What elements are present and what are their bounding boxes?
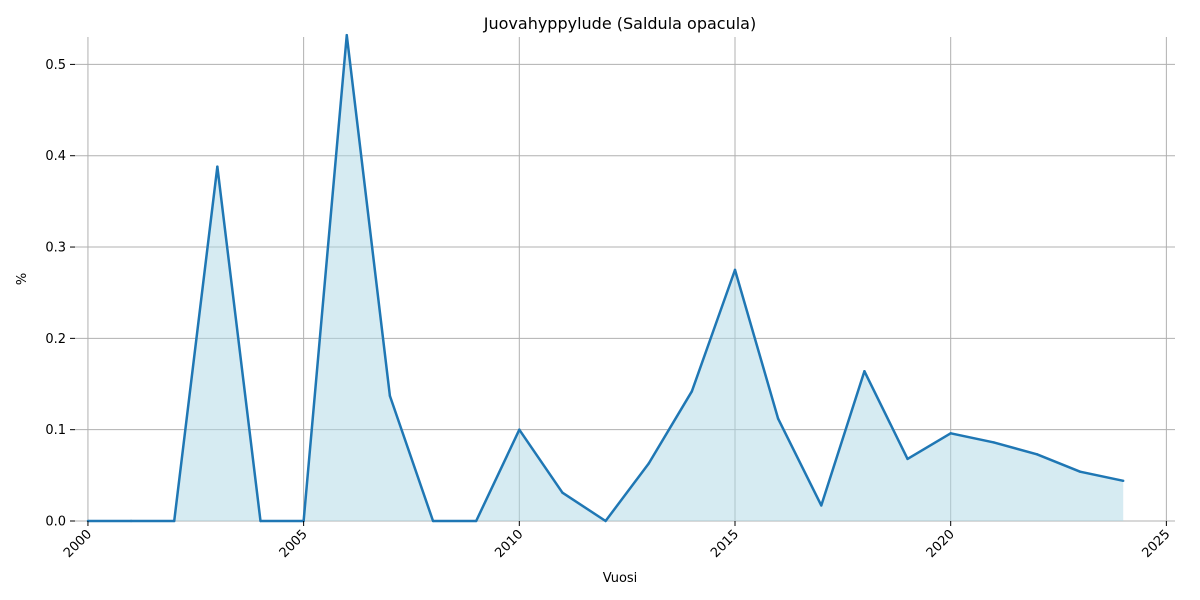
y-tick-label: 0.2 xyxy=(45,332,66,347)
data-point xyxy=(173,519,176,523)
x-tick-label: 2015 xyxy=(708,527,742,561)
y-tick-label: 0.3 xyxy=(45,241,66,256)
data-point xyxy=(1035,453,1039,456)
x-tick-label: 2000 xyxy=(61,527,95,561)
data-point xyxy=(733,268,737,272)
x-tick-label: 2005 xyxy=(277,527,311,561)
y-tick-label: 0.1 xyxy=(45,423,66,438)
x-tick-label: 2020 xyxy=(924,527,958,561)
data-point xyxy=(1122,479,1125,483)
x-axis-label: Vuosi xyxy=(603,571,638,586)
data-point xyxy=(431,519,435,523)
data-point xyxy=(561,491,564,494)
data-point xyxy=(820,504,823,507)
data-point xyxy=(992,441,996,444)
y-tick-label: 0.4 xyxy=(45,149,66,164)
data-point xyxy=(129,519,133,523)
series-area-fill xyxy=(87,35,1124,521)
y-axis-label: % xyxy=(15,273,30,285)
data-point xyxy=(647,462,650,465)
data-point xyxy=(690,390,694,393)
data-point xyxy=(216,165,219,168)
data-point xyxy=(345,33,348,37)
data-point xyxy=(863,370,866,373)
data-point xyxy=(1078,470,1082,473)
data-point xyxy=(518,428,521,431)
x-tick-label: 2010 xyxy=(492,527,526,561)
y-tick-label: 0.5 xyxy=(45,58,66,73)
y-tick-label: 0.0 xyxy=(45,515,66,530)
data-point xyxy=(388,394,392,398)
data-point xyxy=(776,417,780,420)
x-tick-label: 2025 xyxy=(1139,527,1173,561)
data-point xyxy=(949,432,952,435)
data-points xyxy=(86,33,1125,523)
grid xyxy=(75,37,1175,522)
chart-title: Juovahyppylude (Saldula opacula) xyxy=(483,14,756,33)
data-point xyxy=(474,519,478,523)
data-point xyxy=(259,519,262,523)
data-point xyxy=(906,457,909,461)
data-point xyxy=(604,519,607,523)
